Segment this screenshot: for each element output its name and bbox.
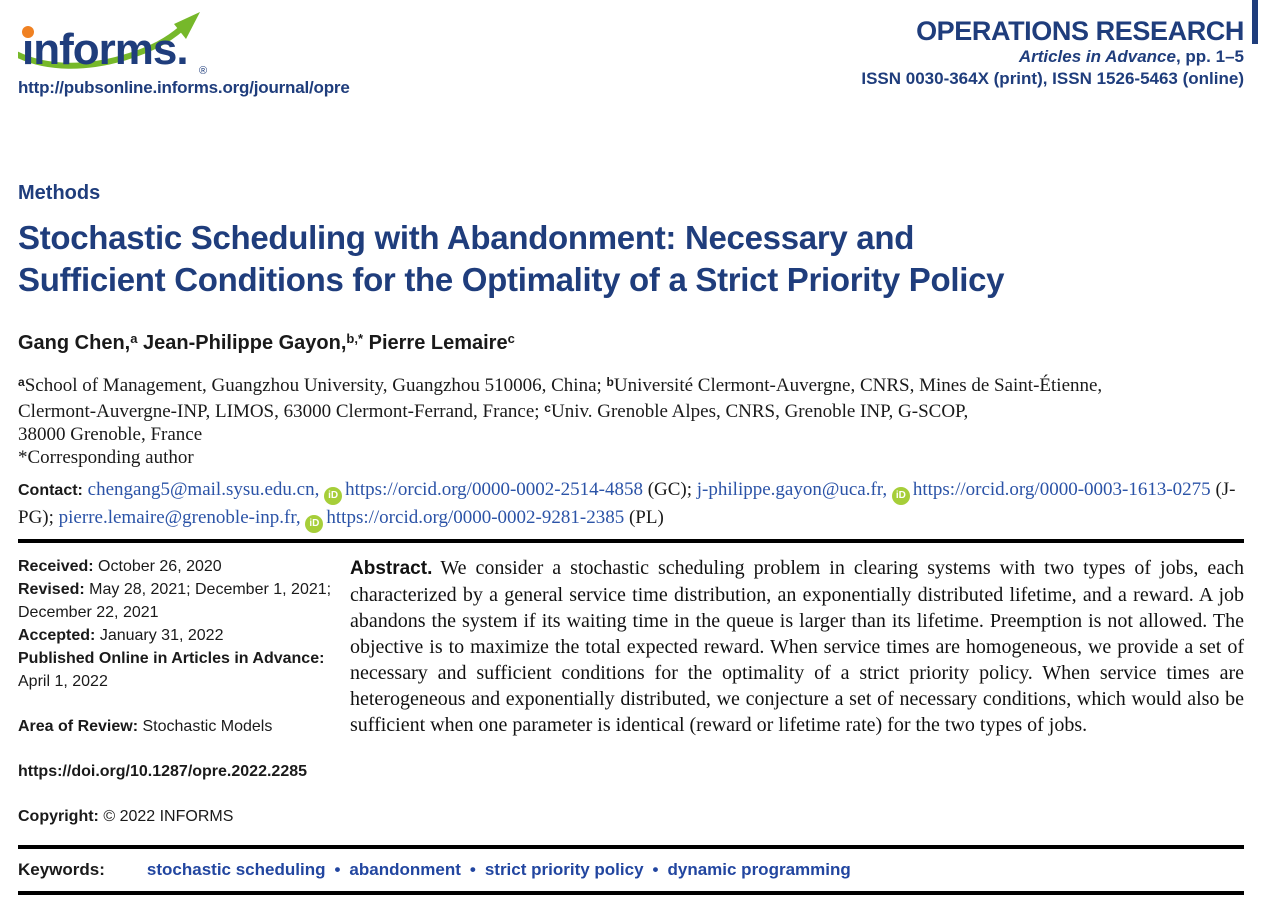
title-line: Stochastic Scheduling with Abandonment: … [18, 219, 915, 256]
journal-masthead-info: OPERATIONS RESEARCH Articles in Advance,… [861, 8, 1244, 90]
affiliation-line: aSchool of Management, Guangzhou Univers… [18, 375, 1103, 396]
logo-i-dot [22, 26, 34, 38]
separator-rule [18, 845, 1244, 849]
article-metadata: Received: October 26, 2020 Revised: May … [18, 555, 350, 828]
keyword-link[interactable]: stochastic scheduling [146, 860, 326, 879]
email-link[interactable]: j-philippe.gayon@uca.fr, [696, 479, 888, 500]
keyword-separator: • [334, 860, 341, 879]
page-range: , pp. 1–5 [1175, 47, 1244, 66]
issn-line: ISSN 0030-364X (print), ISSN 1526-5463 (… [861, 69, 1244, 88]
articles-in-advance-label: Articles in Advance [1018, 47, 1176, 66]
affiliation-line: 38000 Grenoble, France [18, 424, 203, 445]
keywords-block: Keywords: stochastic scheduling • abandonm… [18, 845, 1244, 895]
masthead: informs. ® http://pubsonline.informs.org… [18, 0, 1244, 98]
informs-logo[interactable]: informs. ® [18, 8, 232, 80]
keyword-link[interactable]: strict priority policy [484, 860, 644, 879]
keyword-separator: • [652, 860, 659, 879]
journal-url-link[interactable]: http://pubsonline.informs.org/journal/op… [18, 78, 350, 97]
separator-rule [18, 539, 1244, 543]
meta-abstract-columns: Received: October 26, 2020 Revised: May … [18, 555, 1244, 828]
abstract-text: We consider a stochastic scheduling prob… [350, 557, 1244, 736]
keyword-separator: • [469, 860, 476, 879]
orcid-icon[interactable]: iD [891, 487, 910, 505]
author-initials: (J-PG); [18, 479, 1236, 528]
author: Pierre Lemairec [368, 331, 515, 354]
affiliation-line: Clermont-Auvergne-INP, LIMOS, 63000 Cler… [18, 401, 969, 422]
keywords-label: Keywords: [18, 860, 105, 879]
accepted-date: Accepted: January 31, 2022 [18, 627, 224, 644]
email-link[interactable]: pierre.lemaire@grenoble-inp.fr, [58, 507, 301, 528]
received-date: Received: October 26, 2020 [18, 558, 222, 575]
author-list: Gang Chen,a Jean-Philippe Gayon,b,* Pier… [18, 331, 1244, 355]
issue-line: Articles in Advance, pp. 1–5 [861, 46, 1244, 68]
contact-line: Contact: chengang5@mail.sysu.edu.cn, iD h… [18, 477, 1244, 533]
masthead-accent-bar [1252, 0, 1258, 44]
published-online-date: Published Online in Articles in Advance:… [18, 650, 325, 690]
title-line: Sufficient Conditions for the Optimality… [18, 261, 1005, 298]
email-link[interactable]: chengang5@mail.sysu.edu.cn, [87, 479, 320, 500]
orcid-icon[interactable]: iD [324, 487, 343, 505]
author: Gang Chen,a [18, 331, 138, 354]
section-label: Methods [18, 182, 101, 204]
revised-dates: Revised: May 28, 2021; December 1, 2021;… [18, 581, 332, 621]
corresponding-author-note: *Corresponding author [18, 447, 194, 468]
keyword-list: stochastic scheduling • abandonment • strict… [147, 860, 851, 880]
orcid-link[interactable]: https://orcid.org/0000-0002-9281-2385 [326, 507, 625, 528]
keyword-link[interactable]: abandonment [349, 860, 461, 879]
author-initials: (GC); [647, 479, 693, 500]
orcid-icon[interactable]: iD [305, 515, 324, 533]
author: Jean-Philippe Gayon,b,* [143, 331, 364, 354]
logo-arrowhead [174, 12, 200, 39]
logo-swoosh-arrow [18, 25, 185, 69]
orcid-link[interactable]: https://orcid.org/0000-0002-2514-4858 [345, 479, 643, 500]
logo-wordmark: informs. [22, 25, 188, 74]
keyword-link[interactable]: dynamic programming [667, 860, 851, 879]
doi-link[interactable]: https://doi.org/10.1287/opre.2022.2285 [18, 763, 308, 780]
journal-name: OPERATIONS RESEARCH [916, 16, 1244, 46]
copyright-notice: Copyright: © 2022 INFORMS [18, 808, 234, 825]
registered-mark-icon: ® [199, 65, 207, 77]
article-title: Stochastic Scheduling with Abandonment: … [18, 217, 1244, 301]
affiliations: aSchool of Management, Guangzhou Univers… [18, 371, 1244, 469]
area-of-review: Area of Review: Stochastic Models [18, 718, 273, 735]
author-affiliation-mark: c [507, 331, 515, 346]
orcid-link[interactable]: https://orcid.org/0000-0003-1613-0275 [912, 479, 1211, 500]
separator-rule [18, 891, 1244, 895]
contact-label: Contact: [18, 482, 83, 499]
abstract-label: Abstract. [350, 558, 433, 579]
author-initials: (PL) [628, 507, 664, 528]
publisher-brand: informs. ® http://pubsonline.informs.org… [18, 8, 350, 98]
abstract: Abstract. We consider a stochastic schedu… [350, 555, 1244, 828]
author-affiliation-mark: b,* [346, 331, 364, 346]
keywords-row: Keywords: stochastic scheduling • abandonm… [18, 849, 1244, 891]
author-affiliation-mark: a [130, 331, 138, 346]
